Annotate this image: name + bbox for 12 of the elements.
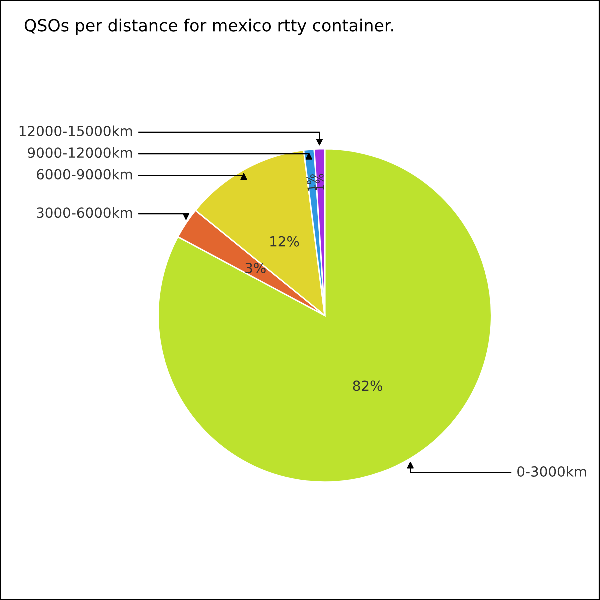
data-label: 82% — [353, 380, 382, 392]
data-label: 12% — [270, 236, 300, 247]
slice-label: 6000-9000km — [37, 169, 132, 180]
slice-label: 9000-12000km — [28, 147, 132, 158]
pie-slice — [158, 148, 492, 484]
data-label: 1% — [306, 174, 316, 191]
chart-title: QSOs per distance for mexico rtty container. — [24, 18, 394, 36]
slice-label: 3000-6000km — [37, 207, 132, 218]
slice-label: 0-3000km — [518, 466, 586, 477]
slice-label: 12000-15000km — [20, 126, 132, 136]
data-label: 3% — [246, 263, 266, 274]
data-label: 1% — [315, 174, 324, 190]
